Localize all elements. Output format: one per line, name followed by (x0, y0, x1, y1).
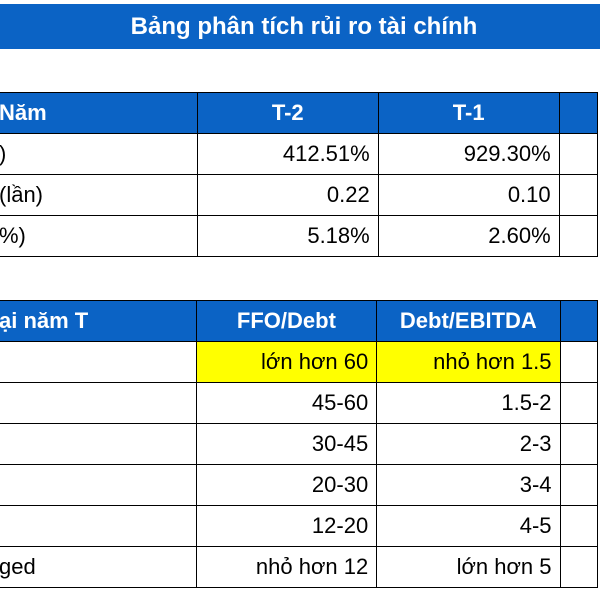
table-row: ) 412.51% 929.30% (0, 133, 599, 175)
table-row: lớn hơn 60 nhỏ hơn 1.5 (0, 341, 599, 383)
cell-debt-ebitda[interactable]: 4-5 (376, 505, 561, 547)
table-row: %) 5.18% 2.60% (0, 215, 599, 257)
cell-debt-ebitda[interactable]: nhỏ hơn 1.5 (376, 341, 561, 383)
cell-cut[interactable] (558, 215, 599, 257)
row-label[interactable] (0, 505, 197, 547)
rating-threshold-table: ại năm T FFO/Debt Debt/EBITDA lớn hơn 60… (0, 300, 599, 588)
col-header-t-2[interactable]: T-2 (196, 92, 379, 134)
col-header-debt-ebitda[interactable]: Debt/EBITDA (376, 300, 561, 342)
sheet-title-bar: Bảng phân tích rủi ro tài chính (0, 4, 600, 49)
cell-cut[interactable] (559, 423, 599, 465)
cell-cut[interactable] (559, 464, 599, 506)
col-header-ffo-debt[interactable]: FFO/Debt (195, 300, 378, 342)
table-row: 45-60 1.5-2 (0, 382, 599, 424)
table-row: 30-45 2-3 (0, 423, 599, 465)
cell-t-1[interactable]: 2.60% (377, 215, 560, 257)
row-label[interactable] (0, 382, 197, 424)
cell-ffo-debt[interactable]: 30-45 (195, 423, 378, 465)
row-label[interactable] (0, 423, 197, 465)
table-row: (lần) 0.22 0.10 (0, 174, 599, 216)
sheet-title: Bảng phân tích rủi ro tài chính (130, 12, 478, 40)
col-header-t-1[interactable]: T-1 (377, 92, 560, 134)
col-header-classification: ại năm T (0, 300, 197, 342)
cell-t-1[interactable]: 929.30% (377, 133, 560, 175)
table1-header-row: Năm T-2 T-1 (0, 92, 599, 134)
cell-ffo-debt[interactable]: 45-60 (195, 382, 378, 424)
table-row: 20-30 3-4 (0, 464, 599, 506)
cell-cut[interactable] (559, 382, 599, 424)
cell-cut[interactable] (559, 546, 599, 588)
table2-header-row: ại năm T FFO/Debt Debt/EBITDA (0, 300, 599, 342)
cell-ffo-debt[interactable]: 20-30 (195, 464, 378, 506)
cell-cut[interactable] (559, 341, 599, 383)
row-label[interactable]: %) (0, 215, 198, 257)
cell-ffo-debt[interactable]: lớn hơn 60 (195, 341, 378, 383)
row-label[interactable] (0, 464, 197, 506)
table-row: 12-20 4-5 (0, 505, 599, 547)
row-label[interactable]: ged (0, 546, 197, 588)
cell-debt-ebitda[interactable]: 3-4 (376, 464, 561, 506)
cell-t-2[interactable]: 5.18% (196, 215, 379, 257)
cell-debt-ebitda[interactable]: lớn hơn 5 (376, 546, 561, 588)
cell-ffo-debt[interactable]: nhỏ hơn 12 (195, 546, 378, 588)
col-header-cut (558, 92, 599, 134)
cell-debt-ebitda[interactable]: 1.5-2 (376, 382, 561, 424)
col-header-year: Năm (0, 92, 198, 134)
cell-t-1[interactable]: 0.10 (377, 174, 560, 216)
row-label[interactable]: (lần) (0, 174, 198, 216)
col-header-cut (559, 300, 599, 342)
cell-ffo-debt[interactable]: 12-20 (195, 505, 378, 547)
financial-ratio-table: Năm T-2 T-1 ) 412.51% 929.30% (lần) 0.22… (0, 92, 599, 257)
row-label[interactable] (0, 341, 197, 383)
cell-t-2[interactable]: 412.51% (196, 133, 379, 175)
cell-debt-ebitda[interactable]: 2-3 (376, 423, 561, 465)
cell-cut[interactable] (559, 505, 599, 547)
cell-cut[interactable] (558, 133, 599, 175)
table-row: ged nhỏ hơn 12 lớn hơn 5 (0, 546, 599, 588)
cell-t-2[interactable]: 0.22 (196, 174, 379, 216)
row-label[interactable]: ) (0, 133, 198, 175)
cell-cut[interactable] (558, 174, 599, 216)
